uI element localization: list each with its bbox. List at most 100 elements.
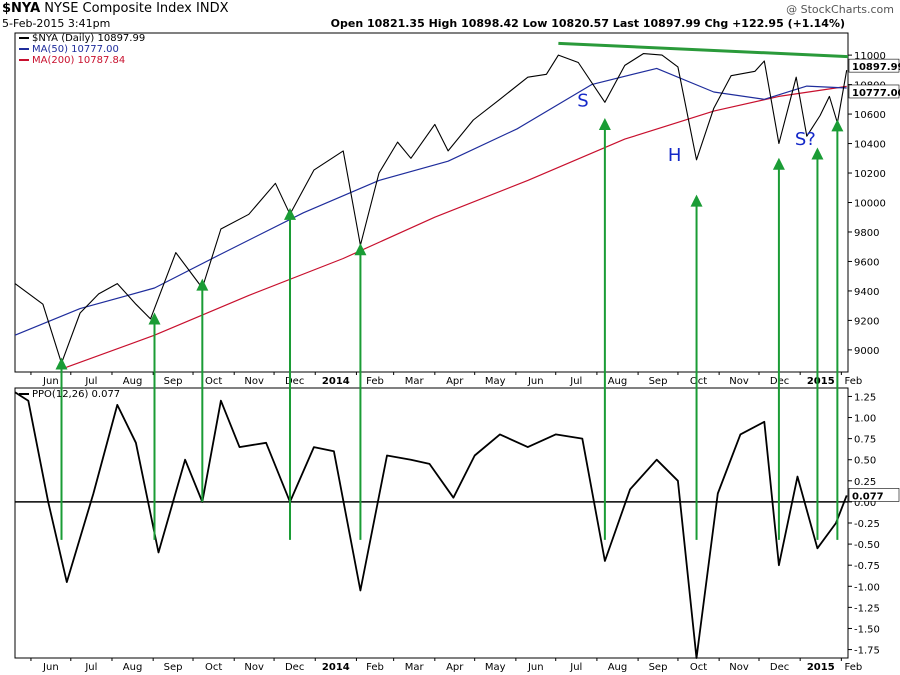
- trendline: [558, 41, 849, 59]
- price-ytick-label: 9800: [854, 228, 879, 239]
- signal-arrow-head: [196, 278, 209, 291]
- price-ytick-label: 9400: [854, 287, 879, 298]
- last-ppo-label-box: [848, 488, 900, 502]
- ppo-ytick-label: 0.25: [854, 477, 876, 488]
- ppo-xtick-label: Sep: [164, 662, 183, 673]
- price-xtick-label: May: [485, 376, 506, 387]
- signal-arrow-head: [284, 207, 297, 220]
- price-xtick-label: Oct: [205, 376, 222, 387]
- price-ytick-label: 10200: [854, 169, 886, 180]
- ppo-ytick-label: 0.00: [854, 498, 876, 509]
- price-xtick-label: Aug: [123, 376, 143, 387]
- price-xtick-label: Feb: [366, 376, 384, 387]
- pattern-annotation: S?: [795, 129, 816, 150]
- legend-entry: MA(200) 10787.84: [32, 55, 125, 66]
- ppo-xtick-label: 2015: [807, 662, 835, 673]
- ma-value-label-box: [848, 84, 900, 99]
- ppo-ytick-label: -0.25: [854, 519, 880, 530]
- ppo-ytick-label: -0.50: [854, 540, 880, 551]
- ma-value-label: 10777.00: [852, 88, 900, 99]
- ppo-xtick-label: Sep: [649, 662, 668, 673]
- ppo-xtick-label: Jul: [84, 662, 97, 673]
- price-ytick-label: 10600: [854, 110, 886, 121]
- pattern-annotation: H: [668, 145, 682, 166]
- ppo-ytick-label: 0.75: [854, 435, 876, 446]
- ma200-line: [61, 85, 847, 370]
- signal-arrow-head: [55, 357, 68, 370]
- ppo-ytick-label: 1.25: [854, 392, 876, 403]
- pattern-annotation: S: [577, 91, 588, 112]
- price-ytick-label: 10400: [854, 140, 886, 151]
- price-xtick-label: 2015: [807, 376, 835, 387]
- ppo-legend: PPO(12,26) 0.077: [32, 389, 120, 400]
- ppo-xtick-label: Nov: [244, 662, 264, 673]
- price-panel-frame: [14, 32, 849, 373]
- ppo-xtick-label: Jun: [42, 662, 59, 673]
- index-name: NYSE Composite Index: [44, 1, 192, 16]
- ppo-xtick-label: Oct: [205, 662, 222, 673]
- legend-entry: MA(50) 10777.00: [32, 44, 119, 55]
- price-ytick-label: 9600: [854, 257, 879, 268]
- watermark: @ StockCharts.com: [786, 3, 894, 16]
- ppo-xtick-label: Aug: [123, 662, 143, 673]
- ppo-xtick-label: Feb: [366, 662, 384, 673]
- ppo-ytick-label: -1.00: [854, 582, 880, 593]
- ohlc-readout: Open 10821.35 High 10898.42 Low 10820.57…: [330, 17, 845, 30]
- ppo-line: [14, 391, 848, 659]
- price-xtick-label: Mar: [405, 376, 425, 387]
- price-line: [14, 53, 848, 364]
- signal-arrow-head: [354, 243, 367, 256]
- symbol: $NYA: [2, 1, 41, 16]
- ppo-ytick-label: 1.00: [854, 414, 876, 425]
- price-xtick-label: Jul: [84, 376, 97, 387]
- ppo-panel-frame: [14, 387, 849, 659]
- price-ytick-label: 9000: [854, 346, 879, 357]
- ppo-xtick-label: 2014: [322, 662, 350, 673]
- signal-arrow-head: [831, 119, 844, 132]
- ppo-ytick-label: 0.50: [854, 456, 876, 467]
- price-xtick-label: Nov: [729, 376, 749, 387]
- price-xtick-label: 2014: [322, 376, 350, 387]
- ppo-xtick-label: May: [485, 662, 506, 673]
- price-xtick-label: Oct: [690, 376, 707, 387]
- ppo-ytick-label: -0.75: [854, 561, 880, 572]
- price-xtick-label: Aug: [608, 376, 628, 387]
- ppo-xtick-label: Mar: [405, 662, 425, 673]
- ppo-xtick-label: Apr: [446, 662, 464, 673]
- price-ytick-label: 11000: [854, 51, 886, 62]
- ppo-xtick-label: Oct: [690, 662, 707, 673]
- legend-entry: $NYA (Daily) 10897.99: [32, 33, 145, 44]
- price-xtick-label: Apr: [446, 376, 464, 387]
- ppo-xtick-label: Nov: [729, 662, 749, 673]
- ppo-xtick-label: Dec: [770, 662, 789, 673]
- signal-arrow-head: [772, 157, 785, 170]
- price-xtick-label: Feb: [844, 376, 862, 387]
- ppo-ytick-label: -1.25: [854, 603, 880, 614]
- price-xtick-label: Jul: [569, 376, 582, 387]
- ppo-ytick-label: -1.50: [854, 624, 880, 635]
- last-ppo-label: 0.077: [852, 491, 884, 502]
- price-xtick-label: Dec: [285, 376, 304, 387]
- price-ytick-label: 9200: [854, 316, 879, 327]
- ppo-xtick-label: Dec: [285, 662, 304, 673]
- exchange: INDX: [196, 1, 229, 16]
- ppo-xtick-label: Aug: [608, 662, 628, 673]
- last-price-label: 10897.99: [852, 62, 900, 73]
- signal-arrow-head: [598, 117, 611, 130]
- ma50-line: [14, 67, 847, 336]
- last-price-label-box: [848, 58, 900, 73]
- price-xtick-label: Sep: [164, 376, 183, 387]
- signal-arrow-head: [811, 147, 824, 160]
- signal-arrow-head: [148, 312, 161, 325]
- price-ytick-label: 10000: [854, 199, 886, 210]
- chart-header-title: $NYA NYSE Composite Index INDX: [2, 1, 229, 16]
- ppo-ytick-label: -1.75: [854, 646, 880, 657]
- datetime: 5-Feb-2015 3:41pm: [2, 17, 111, 30]
- ppo-xtick-label: Feb: [844, 662, 862, 673]
- price-xtick-label: Jun: [527, 376, 544, 387]
- price-xtick-label: Sep: [649, 376, 668, 387]
- price-xtick-label: Jun: [42, 376, 59, 387]
- price-xtick-label: Nov: [244, 376, 264, 387]
